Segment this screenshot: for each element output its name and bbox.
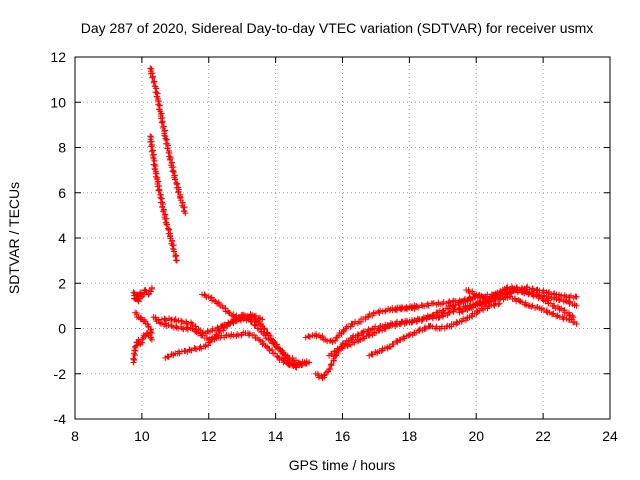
series-track-3 xyxy=(132,309,155,337)
x-tick-label: 24 xyxy=(602,428,618,444)
y-tick-label: -2 xyxy=(54,366,67,382)
data-points xyxy=(130,65,580,382)
x-tick-label: 20 xyxy=(468,428,484,444)
y-tick-label: 0 xyxy=(58,321,66,337)
series-track-8 xyxy=(302,302,420,346)
y-tick-label: 12 xyxy=(50,49,66,65)
series-track-7 xyxy=(199,291,306,371)
y-tick-label: 6 xyxy=(58,185,66,201)
x-tick-label: 12 xyxy=(201,428,217,444)
series-track-2 xyxy=(130,330,155,366)
y-tick-label: 8 xyxy=(58,140,66,156)
chart-title: Day 287 of 2020, Sidereal Day-to-day VTE… xyxy=(81,20,594,36)
x-tick-label: 14 xyxy=(268,428,284,444)
x-tick-label: 22 xyxy=(535,428,551,444)
y-tick-label: 10 xyxy=(50,94,66,110)
series-track-15 xyxy=(473,283,580,307)
x-tick-label: 8 xyxy=(71,428,79,444)
x-tick-label: 18 xyxy=(402,428,418,444)
y-axis-label: SDTVAR / TECUs xyxy=(6,182,22,294)
x-axis-label: GPS time / hours xyxy=(289,457,396,473)
y-tick-label: 4 xyxy=(58,230,66,246)
series-track-high-2 xyxy=(147,133,180,264)
y-tick-label: -4 xyxy=(54,411,67,427)
grid xyxy=(75,57,610,419)
series-track-13 xyxy=(456,293,580,327)
x-tick-label: 16 xyxy=(335,428,351,444)
series-track-1 xyxy=(130,284,155,305)
series-track-high-1 xyxy=(147,65,189,217)
x-tick-label: 10 xyxy=(134,428,150,444)
y-tick-label: 2 xyxy=(58,275,66,291)
